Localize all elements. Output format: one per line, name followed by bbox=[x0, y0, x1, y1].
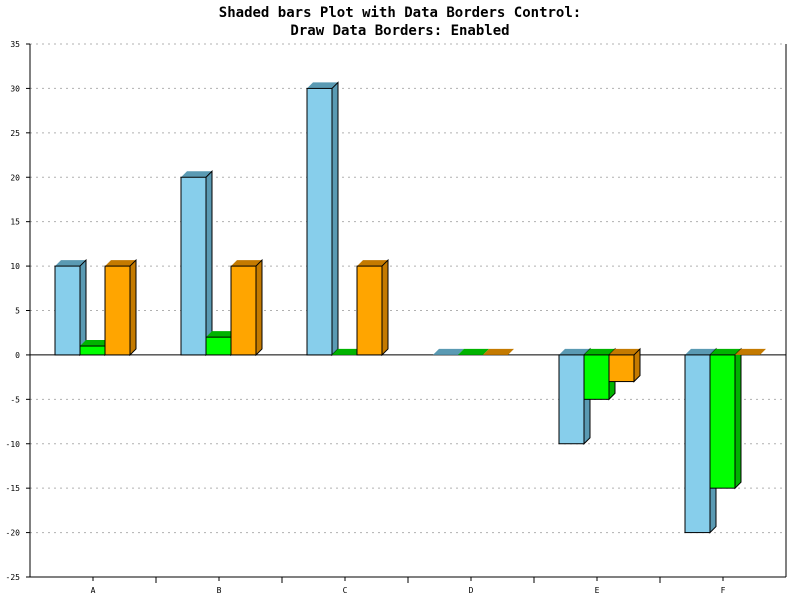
bar-top-shade bbox=[80, 340, 111, 347]
y-tick-label: 30 bbox=[10, 84, 20, 93]
bar-side-shade bbox=[205, 170, 213, 357]
bar bbox=[104, 258, 137, 357]
bar bbox=[180, 170, 213, 357]
bar-side-shade bbox=[331, 81, 339, 357]
y-tick-label: -5 bbox=[10, 395, 20, 404]
x-tick-label: E bbox=[595, 586, 600, 595]
bar-front bbox=[104, 265, 131, 356]
bar-side-shade bbox=[129, 258, 137, 357]
bar-front bbox=[79, 345, 106, 356]
bar-front bbox=[230, 265, 257, 356]
bar-front bbox=[356, 265, 383, 356]
y-tick-label: 35 bbox=[10, 40, 20, 49]
bar-top-shade bbox=[231, 260, 262, 267]
bar-front bbox=[180, 176, 207, 356]
bar bbox=[483, 348, 514, 355]
bar-front bbox=[608, 354, 635, 383]
y-tick-label: 5 bbox=[15, 307, 20, 316]
chart-title-line1: Shaded bars Plot with Data Borders Contr… bbox=[218, 5, 582, 21]
x-tick-label: F bbox=[721, 586, 726, 595]
bar-front bbox=[205, 336, 232, 356]
bar-top-shade bbox=[433, 348, 464, 355]
x-tick-label: D bbox=[469, 586, 474, 595]
bar bbox=[332, 348, 363, 355]
bar-front bbox=[54, 265, 81, 356]
bar-top-shade bbox=[55, 260, 86, 267]
grid-lines bbox=[30, 43, 786, 534]
x-tick-label: C bbox=[343, 586, 348, 595]
y-tick-label: 20 bbox=[10, 173, 20, 182]
bar-front bbox=[306, 87, 333, 356]
y-tick-label: -15 bbox=[6, 484, 21, 493]
bar-front bbox=[709, 354, 736, 489]
bar bbox=[230, 258, 263, 357]
bar bbox=[735, 348, 766, 355]
bar bbox=[306, 81, 339, 357]
bar bbox=[709, 347, 742, 490]
bar-top-shade bbox=[609, 348, 640, 355]
x-axis-ticks: A B C D E F bbox=[91, 577, 726, 595]
bar-front bbox=[684, 354, 711, 534]
bar-top-shade bbox=[332, 348, 363, 355]
bar-top-shade bbox=[584, 348, 615, 355]
bar bbox=[433, 348, 464, 355]
bar-top-shade bbox=[307, 82, 338, 89]
y-tick-label: 25 bbox=[10, 129, 20, 138]
bar-side-shade bbox=[734, 347, 742, 490]
bar-top-shade bbox=[105, 260, 136, 267]
bar-top-shade bbox=[458, 348, 489, 355]
y-tick-label: 0 bbox=[15, 351, 20, 360]
bar-top-shade bbox=[483, 348, 514, 355]
bar-top-shade bbox=[559, 348, 590, 355]
bar-top-shade bbox=[357, 260, 388, 267]
bar bbox=[458, 348, 489, 355]
bar bbox=[356, 258, 389, 357]
chart-title-line2: Draw Data Borders: Enabled bbox=[290, 23, 510, 39]
y-tick-label: -10 bbox=[6, 440, 21, 449]
bar-top-shade bbox=[735, 348, 766, 355]
y-tick-label: -25 bbox=[6, 573, 21, 582]
bar bbox=[608, 347, 641, 383]
bar-top-shade bbox=[710, 348, 741, 355]
y-tick-label: -20 bbox=[6, 529, 21, 538]
bar bbox=[54, 258, 87, 357]
bar-top-shade bbox=[206, 331, 237, 338]
bar-front bbox=[583, 354, 610, 400]
bar-top-shade bbox=[685, 348, 716, 355]
bars bbox=[54, 81, 766, 534]
bar-side-shade bbox=[255, 258, 263, 357]
y-axis-ticks: -25 -20 -15 -10 -5 0 5 10 15 20 25 30 35 bbox=[6, 40, 30, 582]
bar-top-shade bbox=[181, 171, 212, 178]
bar-side-shade bbox=[633, 347, 641, 383]
y-tick-label: 10 bbox=[10, 262, 20, 271]
x-tick-label: A bbox=[91, 586, 96, 595]
y-tick-label: 15 bbox=[10, 218, 20, 227]
bar-side-shade bbox=[381, 258, 389, 357]
bar-side-shade bbox=[79, 258, 87, 357]
x-tick-label: B bbox=[217, 586, 222, 595]
bar-front bbox=[558, 354, 585, 445]
